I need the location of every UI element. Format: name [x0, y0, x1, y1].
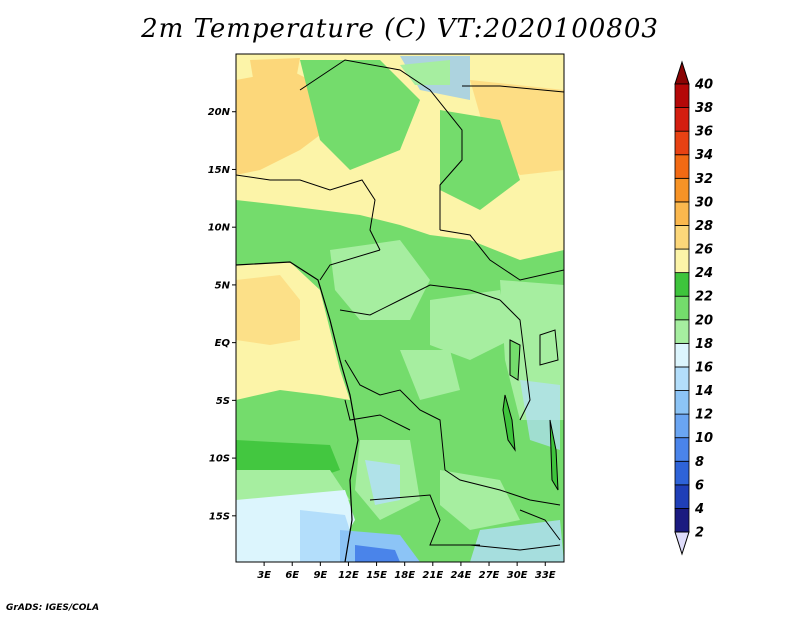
temperature-field [236, 54, 564, 562]
colorbar-bin [674, 413, 690, 439]
map-frame [235, 53, 565, 563]
lon-tick-label: 21E [422, 570, 443, 581]
colorbar-bin [674, 342, 690, 368]
coastline-and-lakes [236, 261, 559, 562]
grads-credit: GrADS: IGES/COLA [6, 603, 100, 613]
colorbar-bin [674, 225, 690, 250]
colorbar-bin [674, 272, 690, 297]
lat-tick-label: EQ [215, 338, 231, 349]
lat-tick-label: 20N [208, 107, 231, 118]
chart-title: 2m Temperature (C) VT:2020100803 [141, 14, 659, 44]
colorbar-label: 24 [695, 266, 713, 281]
colorbar-label: 14 [695, 384, 713, 399]
colorbar-bin [674, 366, 690, 391]
colorbar-label: 4 [694, 502, 704, 517]
lat-tick-label: 10S [209, 454, 230, 465]
lon-tick-label: 12E [338, 570, 359, 581]
lon-tick-label: 3E [257, 570, 271, 581]
colorbar-label: 16 [695, 360, 713, 375]
lon-tick-label: 27E [479, 570, 500, 581]
lon-tick-label: 15E [366, 570, 387, 581]
latitude-axis: 20N 15N 10N 5N EQ 5S 10S 15S [208, 107, 236, 522]
colorbar-label: 36 [695, 125, 713, 140]
colorbar-bin [674, 107, 690, 132]
colorbar-min-arrow [674, 531, 690, 556]
colorbar-label: 26 [695, 243, 713, 258]
lat-tick-label: 15N [208, 165, 231, 176]
colorbar-bin [674, 437, 690, 462]
lon-tick-label: 33E [535, 570, 556, 581]
colorbar-bin [674, 508, 690, 533]
colorbar-bin [674, 154, 690, 179]
colorbar-label: 8 [695, 455, 704, 470]
colorbar-bin [674, 201, 690, 226]
colorbar-max-arrow [674, 60, 690, 85]
colorbar-bin [674, 484, 690, 509]
colorbar-bin [674, 83, 690, 108]
country-borders [236, 59, 564, 551]
colorbar-label: 2 [695, 526, 704, 541]
colorbar-label: 40 [694, 78, 713, 93]
colorbar-bin [674, 130, 690, 156]
lon-tick-label: 18E [394, 570, 415, 581]
lat-tick-label: 5N [215, 280, 231, 291]
colorbar-bin [674, 177, 690, 203]
lon-tick-label: 24E [451, 570, 472, 581]
colorbar-label: 22 [695, 290, 713, 305]
colorbar-bin [674, 319, 690, 344]
colorbar-label: 10 [695, 431, 713, 446]
lat-tick-label: 15S [209, 511, 230, 522]
colorbar-label: 32 [695, 172, 713, 187]
colorbar-label: 18 [695, 337, 713, 352]
colorbar-bin [674, 460, 690, 486]
colorbar-label: 20 [695, 313, 713, 328]
colorbar-label: 34 [695, 148, 713, 163]
lat-tick-label: 5S [216, 396, 230, 407]
colorbar-bin [674, 295, 690, 321]
colorbar-label: 28 [695, 219, 713, 234]
lon-tick-label: 6E [285, 570, 299, 581]
colorbar-label: 30 [695, 195, 713, 210]
lon-tick-label: 9E [313, 570, 327, 581]
colorbar-bin [674, 390, 690, 415]
colorbar-label: 6 [695, 478, 704, 493]
colorbar-label: 12 [695, 408, 713, 423]
longitude-axis: 3E 6E 9E 12E 15E 18E 21E 24E 27E 30E 33E [257, 562, 556, 581]
colorbar-label: 38 [695, 101, 713, 116]
colorbar-bin [674, 248, 690, 274]
lon-tick-label: 30E [507, 570, 528, 581]
lat-tick-label: 10N [208, 223, 231, 234]
